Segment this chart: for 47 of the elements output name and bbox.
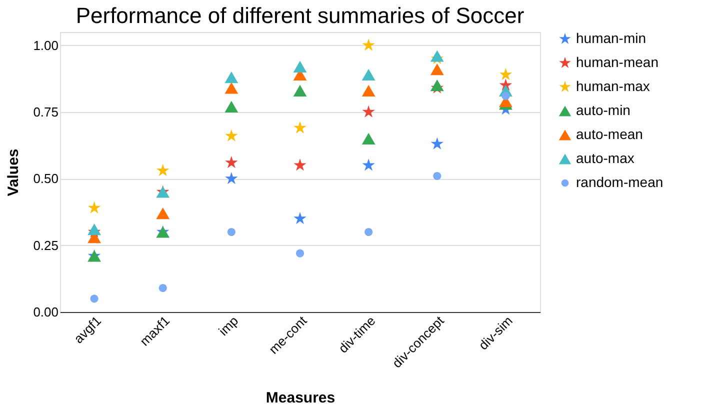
point — [362, 105, 375, 118]
point — [433, 172, 442, 180]
point — [430, 137, 444, 150]
point — [88, 201, 101, 214]
y-tick-label: 0.25 — [33, 238, 58, 253]
y-tick-label: 0.50 — [33, 171, 58, 186]
point — [294, 121, 306, 134]
point — [227, 228, 236, 236]
point — [362, 84, 376, 96]
x-axis-title: Measures — [266, 390, 336, 407]
legend-label: human-mean — [576, 54, 658, 70]
point — [224, 100, 238, 112]
point — [293, 84, 307, 96]
legend-label: auto-max — [576, 150, 634, 166]
point — [156, 164, 170, 176]
point — [156, 208, 170, 220]
y-tick-label: 0.75 — [33, 104, 58, 120]
point — [158, 284, 167, 292]
legend-label: auto-min — [576, 102, 630, 118]
point — [224, 82, 238, 94]
point — [502, 92, 510, 100]
point — [225, 172, 238, 184]
point — [362, 68, 376, 80]
point — [430, 64, 444, 76]
point — [499, 68, 512, 80]
legend-label: random-mean — [576, 174, 664, 190]
point — [296, 249, 304, 258]
point — [362, 158, 375, 171]
point — [225, 129, 238, 142]
legend-label: human-min — [576, 30, 646, 46]
point — [430, 50, 444, 62]
point — [293, 60, 307, 72]
point — [294, 158, 306, 171]
point — [364, 228, 373, 236]
point — [224, 72, 238, 84]
y-tick-label: 1.00 — [33, 38, 58, 53]
y-tick-label: 0.00 — [33, 304, 58, 320]
point — [90, 294, 98, 303]
point — [362, 132, 376, 144]
legend-label: auto-mean — [576, 126, 643, 142]
y-axis-title: Values — [5, 148, 22, 196]
legend-label: human-max — [576, 78, 650, 94]
point — [362, 38, 375, 51]
chart-title: Performance of different summaries of Soccer — [76, 3, 524, 28]
x-tick-label: imp — [216, 313, 242, 339]
point — [225, 156, 238, 168]
point — [294, 212, 306, 224]
